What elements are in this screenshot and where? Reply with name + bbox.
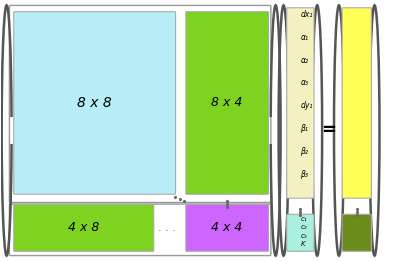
Text: 4 x 4: 4 x 4 [212,221,243,234]
FancyBboxPatch shape [342,8,371,198]
FancyBboxPatch shape [10,204,271,256]
FancyBboxPatch shape [186,12,268,194]
Text: 8 x 8: 8 x 8 [77,96,112,110]
Text: . . .: . . . [158,223,176,233]
FancyBboxPatch shape [14,204,154,251]
Text: 4 x 8: 4 x 8 [68,221,100,234]
FancyBboxPatch shape [10,5,271,203]
FancyBboxPatch shape [14,12,175,194]
Text: β₃: β₃ [301,170,308,179]
Text: α₁: α₁ [301,33,308,42]
Text: β₂: β₂ [301,147,308,156]
FancyBboxPatch shape [186,204,268,251]
Text: c₃: c₃ [301,233,307,239]
Text: dx₁: dx₁ [301,10,313,19]
Text: K: K [301,241,305,247]
Text: c₁: c₁ [301,216,307,222]
Text: α₃: α₃ [301,78,308,87]
Text: dy₁: dy₁ [301,101,313,110]
Text: c₂: c₂ [301,224,307,230]
Text: β₁: β₁ [301,124,308,133]
Text: =: = [322,122,337,139]
Text: α₂: α₂ [301,56,308,64]
FancyBboxPatch shape [342,214,371,251]
FancyBboxPatch shape [287,214,314,251]
Text: 8 x 4: 8 x 4 [212,97,243,109]
FancyBboxPatch shape [287,8,314,198]
